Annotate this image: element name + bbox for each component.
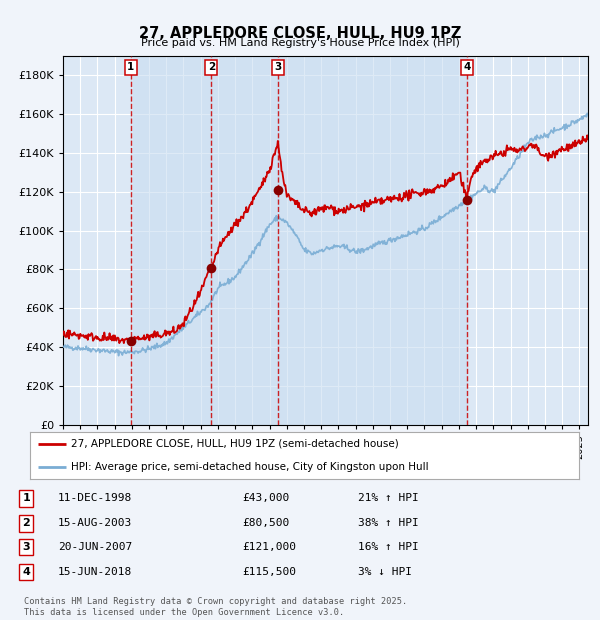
Text: 21% ↑ HPI: 21% ↑ HPI — [358, 494, 418, 503]
Text: 1: 1 — [23, 494, 30, 503]
Text: £43,000: £43,000 — [242, 494, 290, 503]
Text: 3: 3 — [23, 542, 30, 552]
Text: 27, APPLEDORE CLOSE, HULL, HU9 1PZ (semi-detached house): 27, APPLEDORE CLOSE, HULL, HU9 1PZ (semi… — [71, 439, 399, 449]
Bar — [131, 56, 211, 425]
Text: Contains HM Land Registry data © Crown copyright and database right 2025.
This d: Contains HM Land Registry data © Crown c… — [24, 598, 407, 617]
Text: 38% ↑ HPI: 38% ↑ HPI — [358, 518, 418, 528]
Text: 2: 2 — [208, 63, 215, 73]
Text: 3: 3 — [274, 63, 281, 73]
Text: 20-JUN-2007: 20-JUN-2007 — [58, 542, 133, 552]
Text: 15-AUG-2003: 15-AUG-2003 — [58, 518, 133, 528]
Text: £121,000: £121,000 — [242, 542, 296, 552]
Text: Price paid vs. HM Land Registry's House Price Index (HPI): Price paid vs. HM Land Registry's House … — [140, 38, 460, 48]
Text: HPI: Average price, semi-detached house, City of Kingston upon Hull: HPI: Average price, semi-detached house,… — [71, 462, 429, 472]
Text: 15-JUN-2018: 15-JUN-2018 — [58, 567, 133, 577]
Bar — [278, 56, 467, 425]
Text: 27, APPLEDORE CLOSE, HULL, HU9 1PZ: 27, APPLEDORE CLOSE, HULL, HU9 1PZ — [139, 26, 461, 41]
Text: 2: 2 — [23, 518, 30, 528]
Text: 4: 4 — [22, 567, 31, 577]
Text: 4: 4 — [463, 63, 470, 73]
Text: 16% ↑ HPI: 16% ↑ HPI — [358, 542, 418, 552]
Text: £115,500: £115,500 — [242, 567, 296, 577]
Text: 1: 1 — [127, 63, 134, 73]
Text: £80,500: £80,500 — [242, 518, 290, 528]
Bar — [211, 56, 278, 425]
Text: 11-DEC-1998: 11-DEC-1998 — [58, 494, 133, 503]
Text: 3% ↓ HPI: 3% ↓ HPI — [358, 567, 412, 577]
